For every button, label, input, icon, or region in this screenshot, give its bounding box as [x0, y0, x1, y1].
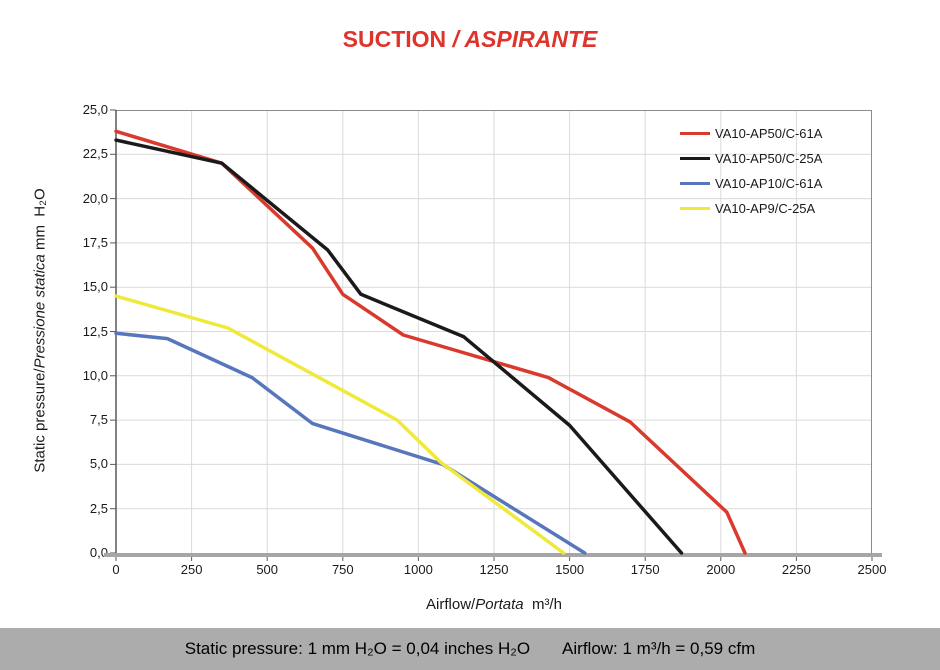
- legend-entry-0: VA10-AP50/C-61A: [680, 121, 822, 146]
- legend-series-name: VA10-AP9/C-25A: [715, 201, 816, 216]
- y-tick-label: 12,5: [82, 323, 108, 339]
- x-tick-label: 1000: [403, 562, 433, 577]
- legend-entry-2: VA10-AP10/C-61A: [680, 171, 822, 196]
- x-tick-label: 2250: [781, 562, 811, 577]
- x-tick-label: 0: [112, 562, 120, 577]
- y-tick-label: 25,0: [82, 102, 108, 117]
- x-axis-title-part: Airflow/: [426, 596, 476, 613]
- footer-static-pressure-conversion: Static pressure: 1 mm H₂O = 0,04 inches …: [184, 639, 531, 658]
- chart-title-part: / ASPIRANTE: [452, 26, 598, 52]
- legend-series-name: VA10-AP50/C-25A: [715, 151, 823, 166]
- legend-line-sample: [680, 132, 710, 135]
- y-tick-label: 0,0: [89, 545, 108, 560]
- legend-entry-3: VA10-AP9/C-25A: [680, 196, 822, 221]
- x-tick-label: 1750: [630, 562, 660, 577]
- legend: VA10-AP50/C-61A VA10-AP50/C-25A VA10-AP10/…: [680, 121, 822, 221]
- series-line-0: [114, 129, 747, 555]
- y-axis-title-part: Pressione statica: [31, 254, 49, 369]
- y-tick-label: 2,5: [89, 500, 108, 516]
- y-tick-label: 20,0: [82, 190, 108, 206]
- legend-series-name: VA10-AP50/C-61A: [715, 126, 823, 141]
- y-axis-title: Static pressure/Pressione statica mm H₂O: [32, 31, 49, 631]
- series-line-1: [114, 138, 684, 555]
- x-tick-label: 1500: [555, 562, 585, 577]
- x-axis-title: Airflow/Portata m³/h: [116, 596, 872, 613]
- footer-bar: Static pressure: 1 mm H₂O = 0,04 inches …: [0, 628, 940, 670]
- y-axis-title-part: Static pressure/: [31, 368, 49, 473]
- y-axis-title-part: mm H₂O: [31, 188, 49, 255]
- x-axis-title-part: m³/h: [523, 596, 562, 613]
- x-tick-label: 1250: [479, 562, 509, 577]
- y-tick-label: 22,5: [82, 146, 108, 162]
- legend-line-sample: [680, 182, 710, 185]
- x-tick-label: 2500: [857, 562, 887, 577]
- suction-aspirante-chart: SUCTION / ASPIRANTE Static pressure/Pres…: [0, 26, 940, 631]
- chart-title: SUCTION / ASPIRANTE: [0, 26, 940, 53]
- x-tick-label: 500: [256, 562, 279, 577]
- legend-series-name: VA10-AP10/C-61A: [715, 176, 823, 191]
- y-tick-label: 5,0: [89, 456, 108, 472]
- y-tick-label: 17,5: [82, 234, 108, 250]
- x-axis-title-part: Portata: [475, 596, 524, 613]
- legend-line-sample: [680, 207, 710, 210]
- plot-area: VA10-AP50/C-61A VA10-AP50/C-25A VA10-AP10/…: [104, 109, 882, 561]
- series-line-3: [114, 294, 566, 555]
- y-tick-label: 15,0: [82, 279, 108, 295]
- plot-canvas: [104, 109, 882, 561]
- x-tick-label: 250: [180, 562, 203, 577]
- x-tick-label: 2000: [706, 562, 736, 577]
- y-tick-label: 7,5: [89, 412, 108, 428]
- legend-line-sample: [680, 157, 710, 160]
- y-tick-label: 10,0: [82, 367, 108, 383]
- chart-title-part: SUCTION: [342, 26, 453, 52]
- legend-entry-1: VA10-AP50/C-25A: [680, 146, 822, 171]
- footer-airflow-conversion: Airflow: 1 m³/h = 0,59 cfm: [562, 639, 756, 658]
- x-tick-label: 750: [331, 562, 354, 577]
